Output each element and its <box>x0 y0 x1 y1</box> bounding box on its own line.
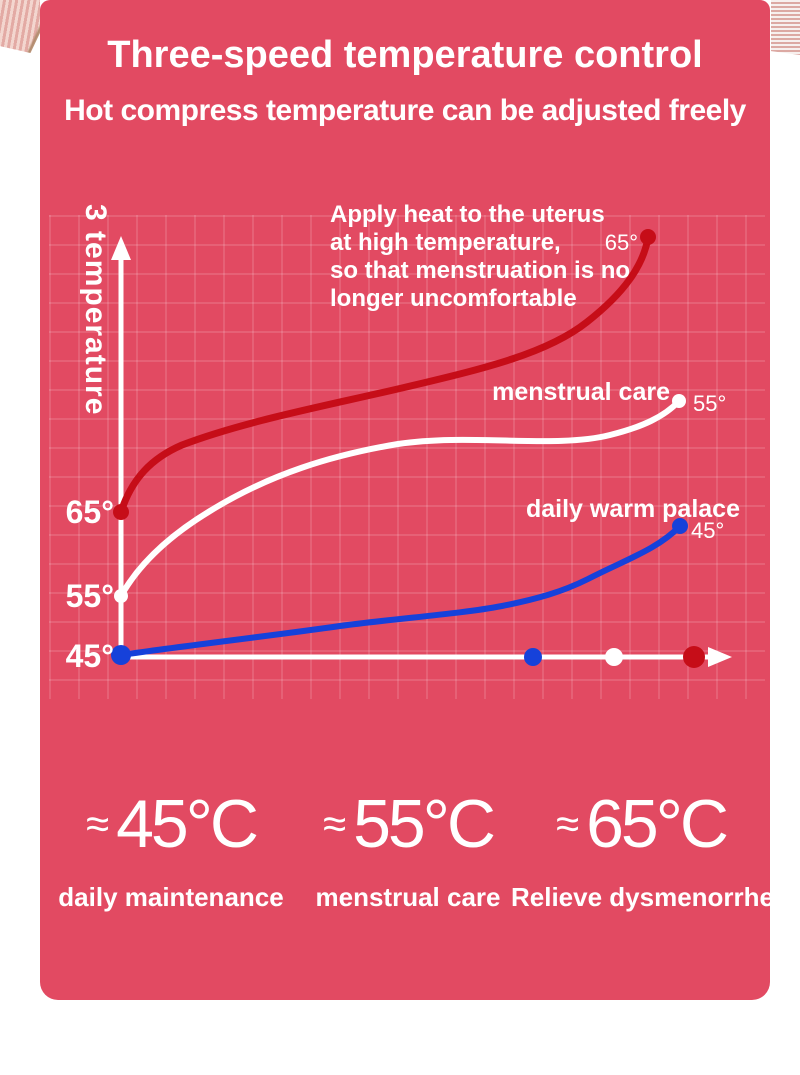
annotation-line-2: at high temperature, <box>330 229 561 256</box>
y-tick-55: 55° <box>65 578 114 614</box>
curve-45-end-dot <box>672 518 688 534</box>
approx-symbol: ≈ <box>323 800 347 847</box>
x-axis-red-dot <box>683 646 705 668</box>
x-axis-white-dot <box>605 648 623 666</box>
temp-label-relieve-dysmenorrhea: Relieve dysmenorrhea <box>511 882 789 912</box>
background-photo-left-fragment <box>0 0 40 53</box>
x-axis-blue-dot <box>524 648 542 666</box>
y-axis-arrow-icon <box>111 236 131 260</box>
curve-55-start-dot <box>114 589 128 603</box>
big-temp-55: ≈55°C <box>288 786 528 862</box>
x-axis-arrow-icon <box>708 647 732 667</box>
curve-end-label-45: 45° <box>691 518 725 543</box>
curve-55-white <box>118 398 682 599</box>
annotation-line-3: so that menstruation is no <box>330 257 631 284</box>
temp-value-55: 55°C <box>353 786 496 862</box>
y-tick-45: 45° <box>65 638 114 674</box>
big-temp-45: ≈45°C <box>51 786 291 862</box>
curve-55-end-dot <box>672 394 686 408</box>
chart-annotation: Apply heat to the uterus at high tempera… <box>330 201 630 313</box>
y-axis-title: 3 temperature <box>79 204 112 416</box>
temp-value-45: 45°C <box>116 786 259 862</box>
temp-label-menstrual-care: menstrual care <box>315 882 501 912</box>
curve-45-blue <box>118 523 683 658</box>
approx-symbol: ≈ <box>556 800 580 847</box>
curve-65-red <box>117 234 652 516</box>
page-subtitle: Hot compress temperature can be adjusted… <box>64 94 746 127</box>
temp-label-daily-maintenance: daily maintenance <box>58 882 284 912</box>
approx-symbol: ≈ <box>86 800 110 847</box>
infographic-card: Three-speed temperature control Hot comp… <box>40 0 789 1000</box>
curve-65-start-dot <box>113 504 129 520</box>
curve-65-end-dot <box>640 229 656 245</box>
temp-value-65: 65°C <box>586 786 729 862</box>
curve-45-start-dot <box>111 645 131 665</box>
y-tick-65: 65° <box>65 494 114 530</box>
big-temp-65: ≈65°C <box>521 786 761 862</box>
curve-end-label-55: 55° <box>693 391 727 416</box>
curve-label-daily-warm-palace: daily warm palace <box>525 495 740 523</box>
curve-end-label-65: 65° <box>604 230 638 255</box>
page-title: Three-speed temperature control <box>107 34 703 76</box>
temperature-line-chart <box>111 229 732 668</box>
annotation-line-1: Apply heat to the uterus <box>330 201 605 228</box>
background-photo-right-fragment <box>771 0 800 55</box>
curve-label-menstrual-care: menstrual care <box>492 378 670 406</box>
annotation-line-4: longer uncomfortable <box>330 285 577 312</box>
